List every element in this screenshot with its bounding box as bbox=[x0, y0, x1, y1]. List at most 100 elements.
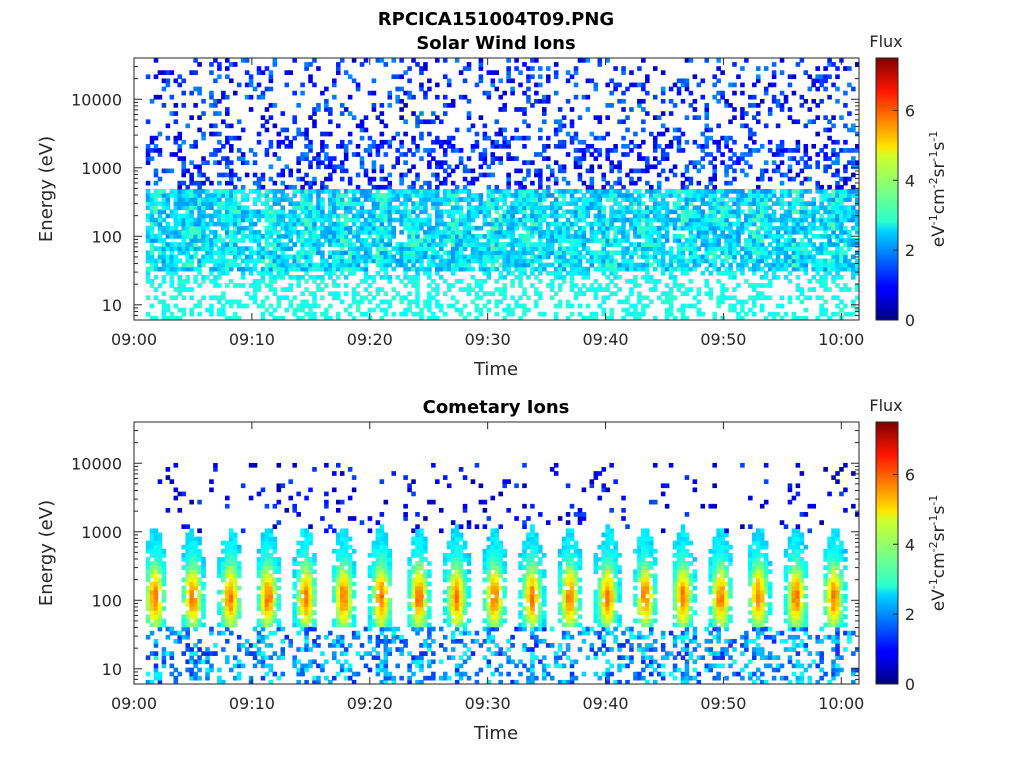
heatmap-cell bbox=[264, 193, 270, 198]
heatmap-cell bbox=[652, 66, 658, 71]
heatmap-cell bbox=[355, 201, 361, 206]
heatmap-cell bbox=[506, 234, 511, 239]
heatmap-cell bbox=[660, 217, 666, 223]
heatmap-cell bbox=[672, 274, 678, 280]
heatmap-cell bbox=[843, 197, 848, 202]
heatmap-cell bbox=[807, 250, 813, 256]
heatmap-cell bbox=[744, 217, 749, 223]
heatmap-cell bbox=[613, 225, 618, 231]
heatmap-cell bbox=[371, 307, 377, 313]
heatmap-cell bbox=[153, 262, 159, 268]
heatmap-cell bbox=[601, 250, 607, 256]
heatmap-cell bbox=[355, 303, 361, 309]
heatmap-cell bbox=[601, 225, 607, 231]
heatmap-cell bbox=[470, 287, 476, 292]
heatmap-cell bbox=[359, 213, 365, 219]
heatmap-cell bbox=[367, 229, 373, 235]
heatmap-cell bbox=[494, 143, 500, 149]
heatmap-cell bbox=[538, 98, 543, 104]
heatmap-cell bbox=[339, 266, 345, 272]
heatmap-cell bbox=[767, 250, 773, 256]
heatmap-cell bbox=[351, 213, 357, 219]
heatmap-cell bbox=[351, 193, 357, 198]
heatmap-cell bbox=[197, 90, 202, 96]
heatmap-cell bbox=[553, 127, 559, 133]
heatmap-cell bbox=[423, 221, 428, 227]
heatmap-cell bbox=[684, 238, 690, 243]
heatmap-cell bbox=[502, 189, 507, 194]
heatmap-cell bbox=[260, 115, 266, 120]
heatmap-cell bbox=[149, 258, 155, 264]
heatmap-cell bbox=[732, 189, 737, 194]
heatmap-cell bbox=[831, 229, 836, 235]
heatmap-cell bbox=[744, 225, 749, 231]
heatmap-cell bbox=[490, 160, 496, 166]
heatmap-cell bbox=[221, 307, 226, 313]
heatmap-cell bbox=[629, 139, 634, 145]
heatmap-cell bbox=[692, 254, 698, 260]
heatmap-cell bbox=[494, 238, 500, 243]
heatmap-cell bbox=[522, 307, 527, 313]
heatmap-cell bbox=[145, 311, 151, 317]
heatmap-cell bbox=[609, 307, 614, 313]
heatmap-cell bbox=[379, 287, 385, 292]
heatmap-cell bbox=[478, 197, 484, 202]
heatmap-cell bbox=[625, 299, 630, 305]
heatmap-cell bbox=[272, 242, 278, 247]
heatmap-cell bbox=[213, 242, 218, 247]
heatmap-cell bbox=[300, 254, 305, 260]
heatmap-cell bbox=[288, 213, 293, 219]
heatmap-cell bbox=[308, 246, 313, 251]
heatmap-cell bbox=[827, 221, 832, 227]
heatmap-cell bbox=[387, 184, 393, 190]
heatmap-cell bbox=[367, 291, 373, 297]
heatmap-cell bbox=[621, 234, 626, 239]
heatmap-cell bbox=[363, 172, 369, 178]
heatmap-cell bbox=[613, 66, 618, 71]
heatmap-cell bbox=[652, 217, 658, 223]
heatmap-cell bbox=[165, 262, 171, 268]
heatmap-cell bbox=[201, 160, 206, 166]
heatmap-cell bbox=[518, 242, 523, 247]
heatmap-cell bbox=[712, 189, 717, 194]
heatmap-cell bbox=[347, 262, 353, 268]
heatmap-cell bbox=[791, 258, 797, 264]
heatmap-cell bbox=[700, 131, 706, 137]
heatmap-cell bbox=[704, 123, 710, 129]
heatmap-cell bbox=[771, 266, 777, 272]
heatmap-cell bbox=[577, 229, 583, 235]
heatmap-cell bbox=[217, 311, 222, 317]
heatmap-cell bbox=[300, 131, 305, 137]
heatmap-cell bbox=[815, 225, 820, 231]
heatmap-cell bbox=[332, 213, 337, 219]
heatmap-cell bbox=[803, 315, 809, 320]
heatmap-cell bbox=[530, 213, 535, 219]
heatmap-cell bbox=[799, 246, 805, 251]
heatmap-cell bbox=[419, 250, 424, 256]
heatmap-cell bbox=[153, 193, 159, 198]
heatmap-cell bbox=[708, 258, 713, 264]
heatmap-cell bbox=[645, 168, 650, 174]
heatmap-cell bbox=[145, 74, 151, 80]
heatmap-cell bbox=[621, 258, 626, 264]
heatmap-cell bbox=[288, 246, 293, 251]
heatmap-cell bbox=[668, 262, 674, 268]
heatmap-cell bbox=[609, 213, 614, 219]
heatmap-cell bbox=[827, 127, 832, 133]
heatmap-cell bbox=[221, 119, 226, 125]
heatmap-cell bbox=[232, 246, 238, 251]
heatmap-cell bbox=[482, 90, 488, 96]
heatmap-cell bbox=[225, 262, 230, 268]
heatmap-cell bbox=[526, 258, 531, 264]
heatmap-cell bbox=[716, 295, 721, 301]
heatmap-cell bbox=[538, 217, 543, 223]
heatmap-cell bbox=[343, 143, 349, 149]
heatmap-cell bbox=[415, 287, 420, 292]
heatmap-cell bbox=[771, 201, 777, 206]
heatmap-cell bbox=[656, 180, 662, 186]
heatmap-cell bbox=[363, 311, 369, 317]
heatmap-cell bbox=[304, 221, 309, 227]
heatmap-cell bbox=[744, 246, 749, 251]
heatmap-cell bbox=[526, 98, 531, 104]
heatmap-cell bbox=[276, 217, 282, 223]
